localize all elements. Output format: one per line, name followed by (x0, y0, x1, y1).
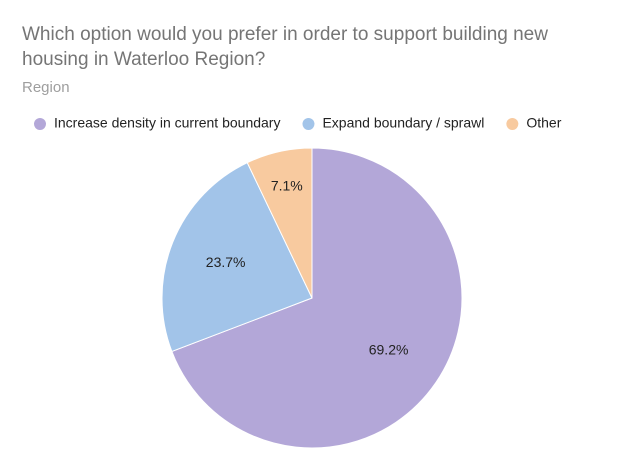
data-label: 7.1% (271, 178, 303, 194)
legend-label: Expand boundary / sprawl (322, 115, 484, 131)
pie-slice (161, 162, 313, 353)
legend-label: Other (526, 115, 561, 131)
legend-swatch (34, 118, 46, 130)
pie-slice (171, 147, 463, 449)
chart-subtitle: Region (22, 79, 70, 96)
data-label: 69.2% (369, 341, 409, 357)
legend-swatch (506, 118, 519, 130)
legend-label: Increase density in current boundary (54, 115, 280, 131)
chart-title: Which option would you prefer in order t… (22, 24, 548, 70)
pie-slice (246, 147, 313, 299)
data-label: 23.7% (206, 254, 246, 270)
legend-swatch (302, 118, 315, 130)
